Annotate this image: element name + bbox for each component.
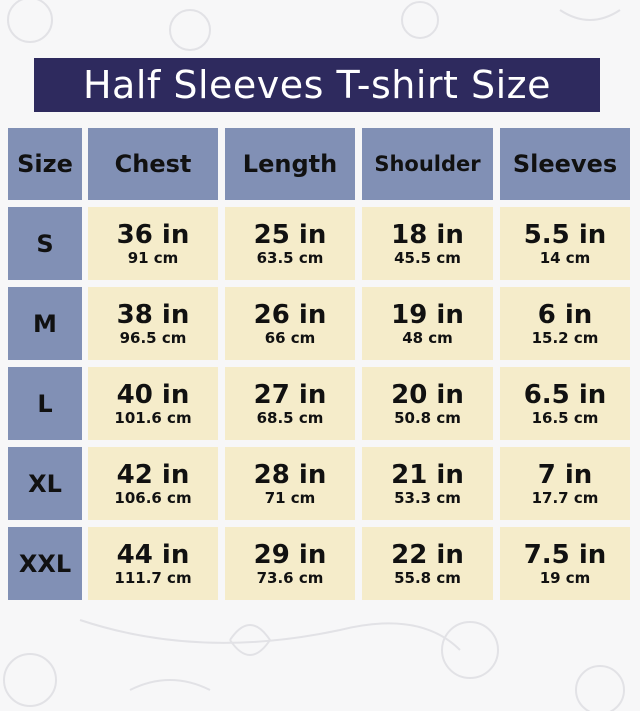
cm-value: 48 cm: [402, 328, 453, 347]
size-label: L: [37, 389, 53, 418]
inches-value: 38 in: [116, 299, 190, 330]
size-label: M: [33, 309, 57, 338]
cm-value: 17.7 cm: [531, 488, 599, 507]
inches-value: 25 in: [253, 219, 327, 250]
inches-value: 29 in: [253, 539, 327, 570]
column-header-label: Shoulder: [374, 152, 481, 176]
inches-value: 27 in: [253, 379, 327, 410]
cm-value: 66 cm: [264, 328, 316, 347]
measurement-cell: 18 in 45.5 cm: [362, 207, 493, 280]
column-header-shoulder: Shoulder: [362, 128, 493, 200]
cm-value: 101.6 cm: [114, 408, 192, 427]
measurement-cell: 6.5 in 16.5 cm: [500, 367, 630, 440]
measurement-cell: 7 in 17.7 cm: [500, 447, 630, 520]
inches-value: 18 in: [391, 219, 464, 250]
measurement-cell: 29 in 73.6 cm: [225, 527, 355, 600]
measurement-cell: 42 in 106.6 cm: [88, 447, 218, 520]
column-header-label: Size: [17, 150, 73, 178]
inches-value: 6.5 in: [523, 379, 607, 410]
cm-value: 63.5 cm: [256, 248, 324, 267]
inches-value: 42 in: [116, 459, 190, 490]
inches-value: 44 in: [116, 539, 190, 570]
inches-value: 36 in: [116, 219, 190, 250]
inches-value: 21 in: [391, 459, 464, 490]
measurement-cell: 40 in 101.6 cm: [88, 367, 218, 440]
column-header-label: Sleeves: [512, 150, 618, 178]
cm-value: 16.5 cm: [531, 408, 599, 427]
measurement-cell: 7.5 in 19 cm: [500, 527, 630, 600]
measurement-cell: 36 in 91 cm: [88, 207, 218, 280]
measurement-cell: 27 in 68.5 cm: [225, 367, 355, 440]
measurement-cell: 28 in 71 cm: [225, 447, 355, 520]
size-label: XL: [28, 469, 62, 498]
cm-value: 111.7 cm: [114, 568, 192, 587]
page-title: Half Sleeves T-shirt Size: [34, 58, 600, 112]
column-header-label: Chest: [114, 150, 192, 178]
cm-value: 73.6 cm: [256, 568, 324, 587]
inches-value: 40 in: [116, 379, 190, 410]
inches-value: 5.5 in: [523, 219, 607, 250]
cm-value: 45.5 cm: [394, 248, 461, 267]
cm-value: 19 cm: [539, 568, 591, 587]
measurement-cell: 22 in 55.8 cm: [362, 527, 493, 600]
column-header-label: Length: [242, 150, 338, 178]
inches-value: 6 in: [537, 299, 593, 330]
inches-value: 22 in: [391, 539, 464, 570]
cm-value: 14 cm: [539, 248, 591, 267]
size-label: XXL: [18, 549, 72, 578]
size-label: S: [36, 229, 54, 258]
measurement-cell: 21 in 53.3 cm: [362, 447, 493, 520]
inches-value: 26 in: [253, 299, 327, 330]
column-header-chest: Chest: [88, 128, 218, 200]
column-header-sleeves: Sleeves: [500, 128, 630, 200]
size-label-cell: S: [8, 207, 82, 280]
cm-value: 50.8 cm: [394, 408, 461, 427]
measurement-cell: 19 in 48 cm: [362, 287, 493, 360]
measurement-cell: 6 in 15.2 cm: [500, 287, 630, 360]
cm-value: 106.6 cm: [114, 488, 192, 507]
cm-value: 71 cm: [264, 488, 316, 507]
cm-value: 68.5 cm: [256, 408, 324, 427]
cm-value: 53.3 cm: [394, 488, 461, 507]
cm-value: 91 cm: [127, 248, 179, 267]
inches-value: 20 in: [391, 379, 464, 410]
inches-value: 7.5 in: [523, 539, 607, 570]
inches-value: 19 in: [391, 299, 464, 330]
measurement-cell: 25 in 63.5 cm: [225, 207, 355, 280]
size-label-cell: XL: [8, 447, 82, 520]
measurement-cell: 20 in 50.8 cm: [362, 367, 493, 440]
measurement-cell: 5.5 in 14 cm: [500, 207, 630, 280]
measurement-cell: 44 in 111.7 cm: [88, 527, 218, 600]
size-label-cell: XXL: [8, 527, 82, 600]
column-header-size: Size: [8, 128, 82, 200]
size-label-cell: M: [8, 287, 82, 360]
inches-value: 28 in: [253, 459, 327, 490]
cm-value: 15.2 cm: [531, 328, 599, 347]
cm-value: 96.5 cm: [119, 328, 187, 347]
measurement-cell: 38 in 96.5 cm: [88, 287, 218, 360]
measurement-cell: 26 in 66 cm: [225, 287, 355, 360]
size-label-cell: L: [8, 367, 82, 440]
inches-value: 7 in: [537, 459, 593, 490]
column-header-length: Length: [225, 128, 355, 200]
cm-value: 55.8 cm: [394, 568, 461, 587]
